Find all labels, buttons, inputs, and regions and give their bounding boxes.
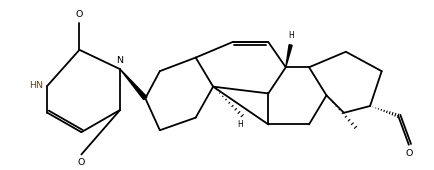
Text: O: O	[405, 149, 412, 158]
Text: N: N	[117, 56, 124, 65]
Text: O: O	[78, 158, 85, 167]
Text: HN: HN	[30, 81, 43, 90]
Text: O: O	[76, 10, 83, 19]
Polygon shape	[286, 45, 292, 67]
Text: H: H	[237, 120, 243, 129]
Text: H: H	[288, 31, 293, 40]
Polygon shape	[120, 69, 147, 100]
